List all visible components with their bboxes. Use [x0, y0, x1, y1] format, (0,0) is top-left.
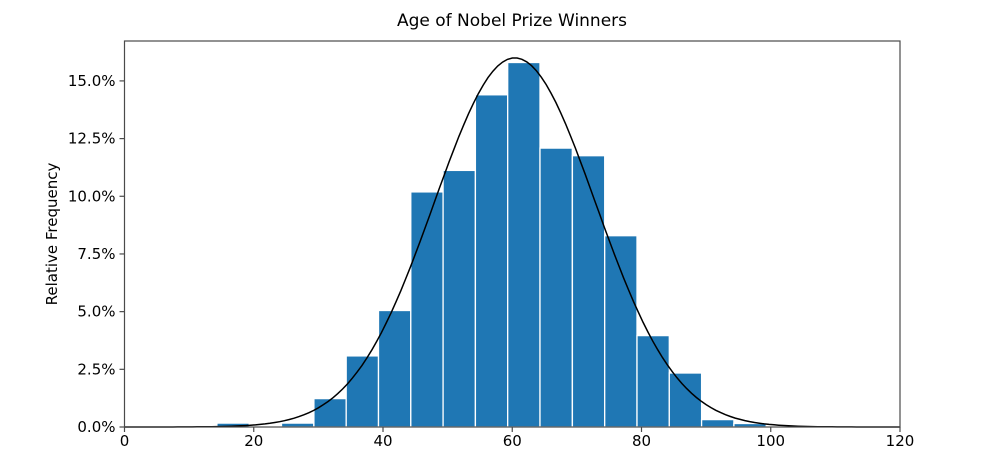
histogram-bar — [313, 397, 347, 428]
histogram-bar — [377, 309, 412, 428]
histogram-bar — [668, 372, 703, 428]
y-axis-label: Relative Frequency — [43, 163, 61, 306]
histogram-bar — [539, 147, 573, 428]
x-tick-label: 80 — [632, 432, 651, 450]
histogram-bar — [410, 191, 444, 428]
y-tick-label: 0.0% — [77, 418, 115, 436]
y-tick-label: 5.0% — [77, 303, 115, 321]
histogram-bar — [474, 94, 509, 428]
bars-group — [216, 61, 767, 428]
normal-curve — [124, 57, 900, 428]
histogram-bar — [700, 418, 735, 428]
y-tick-label: 2.5% — [77, 360, 115, 378]
x-tick-label: 40 — [373, 432, 392, 450]
histogram-bar — [571, 155, 606, 428]
histogram-bar — [345, 355, 380, 428]
x-tick-label: 100 — [756, 432, 785, 450]
chart-title: Age of Nobel Prize Winners — [397, 11, 627, 31]
y-tick-label: 15.0% — [68, 72, 116, 90]
histogram-bar — [636, 334, 670, 428]
x-tick-label: 0 — [120, 432, 130, 450]
y-axis: 0.0% 2.5% 5.0% 7.5% 10.0% 12.5% 15.0% — [68, 72, 125, 436]
x-tick-label: 20 — [244, 432, 263, 450]
x-tick-label: 60 — [503, 432, 522, 450]
histogram-bar — [507, 61, 541, 428]
histogram-bar — [604, 235, 638, 428]
x-axis: 0 20 40 60 80 100 120 — [120, 427, 915, 450]
x-tick-label: 120 — [886, 432, 915, 450]
y-tick-label: 10.0% — [68, 187, 116, 205]
y-tick-label: 12.5% — [68, 130, 116, 148]
y-tick-label: 7.5% — [77, 245, 115, 263]
histogram-bar — [442, 169, 477, 428]
